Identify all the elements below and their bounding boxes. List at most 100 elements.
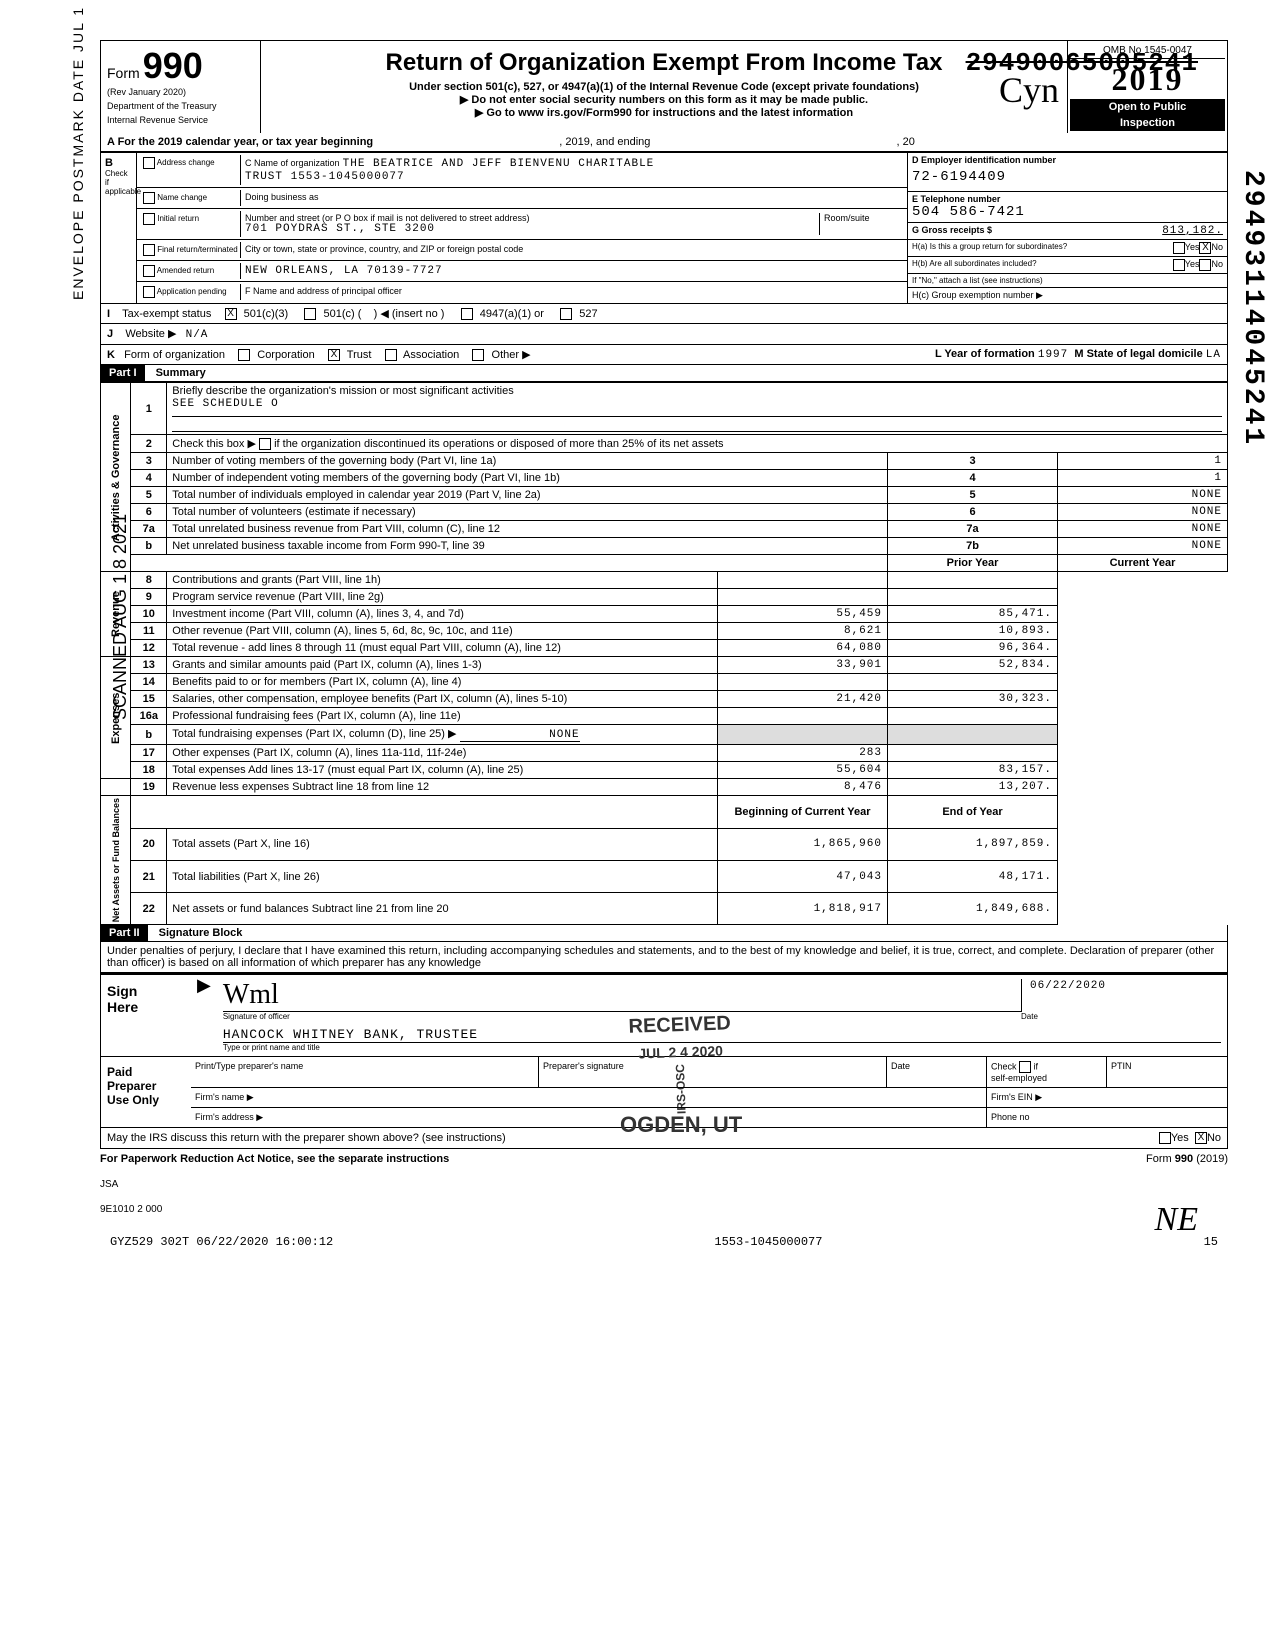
- ha-yes[interactable]: [1173, 242, 1185, 254]
- org-name: THE BEATRICE AND JEFF BIENVENU CHARITABL…: [343, 158, 655, 170]
- m-state: M State of legal domicile: [1074, 348, 1202, 360]
- ne-initial: NE: [1155, 1201, 1198, 1239]
- hc-label: H(c) Group exemption number ▶: [908, 288, 1227, 303]
- part1-title: Summary: [156, 367, 206, 379]
- right-code: 29493114045241: [1237, 170, 1268, 447]
- line1-text: Briefly describe the organization's miss…: [172, 385, 513, 397]
- net-label: Net Assets or Fund Balances: [101, 796, 131, 925]
- firm-addr-label: Firm's address ▶: [191, 1108, 987, 1127]
- firm-ein-label: Firm's EIN ▶: [987, 1088, 1227, 1107]
- line2-check[interactable]: [259, 438, 271, 450]
- website-label: Website ▶: [125, 328, 176, 340]
- check-assoc[interactable]: [385, 349, 397, 361]
- check-final[interactable]: Final return/terminated: [141, 242, 241, 258]
- addr-label: Number and street (or P O box if mail is…: [245, 213, 819, 223]
- inspection: Inspection: [1070, 115, 1225, 131]
- form-org-label: Form of organization: [124, 349, 225, 361]
- check-527[interactable]: [560, 308, 572, 320]
- subtitle-2: ▶ Do not enter social security numbers o…: [269, 93, 1059, 106]
- check-trust[interactable]: X: [328, 349, 340, 361]
- irs-label: Internal Revenue Service: [107, 115, 254, 125]
- arrow-icon: ▶: [191, 975, 217, 1056]
- org-name-2: TRUST 1553-1045000077: [245, 171, 405, 183]
- check-4947[interactable]: [461, 308, 473, 320]
- phone: 504 586-7421: [912, 204, 1223, 220]
- l-year: L Year of formation: [935, 348, 1035, 360]
- d-label: D Employer identification number: [912, 155, 1223, 165]
- g-label: G Gross receipts $: [912, 225, 992, 237]
- form-footer: Form 990 (2019): [1146, 1153, 1228, 1165]
- jsa: JSA: [100, 1179, 1228, 1190]
- current-year-header: Current Year: [1058, 555, 1228, 572]
- check-name[interactable]: Name change: [141, 190, 241, 206]
- city-value: NEW ORLEANS, LA 70139-7727: [241, 263, 903, 279]
- part1-label: Part I: [101, 365, 145, 381]
- footer-code: GYZ529 302T 06/22/2020 16:00:12: [110, 1235, 333, 1249]
- ptin-label: PTIN: [1107, 1057, 1227, 1087]
- check-app[interactable]: Application pending: [141, 284, 241, 300]
- form-header: Form 990 (Rev January 2020) Department o…: [100, 40, 1228, 133]
- check-amended[interactable]: Amended return: [141, 263, 241, 279]
- officer-signature: Wml: [223, 979, 279, 1010]
- summary-table: Activities & Governance 1 Briefly descri…: [100, 382, 1228, 925]
- b-label: B: [105, 157, 132, 169]
- row-a: A For the 2019 calendar year, or tax yea…: [100, 133, 1228, 152]
- e-label: E Telephone number: [912, 194, 1223, 204]
- jsa2: 9E1010 2 000: [100, 1204, 1228, 1215]
- tax-year: 2019: [1070, 59, 1225, 99]
- part1-header: Part I Summary: [100, 365, 1228, 382]
- ein: 72-6194409: [912, 165, 1223, 189]
- tax-status-label: Tax-exempt status: [122, 308, 211, 320]
- sign-date: 06/22/2020: [1030, 980, 1106, 992]
- signature-block: Sign Here ▶ Wml 06/22/2020 Signature of …: [100, 973, 1228, 1149]
- check-other[interactable]: [472, 349, 484, 361]
- officer-name: HANCOCK WHITNEY BANK, TRUSTEE: [223, 1027, 1221, 1043]
- check-501c[interactable]: [304, 308, 316, 320]
- discuss-no[interactable]: X: [1195, 1132, 1207, 1144]
- city-label: City or town, state or province, country…: [241, 242, 903, 258]
- section-b-block: B Check if applicable Address change C N…: [100, 152, 1228, 304]
- row-i: I Tax-exempt status X 501(c)(3) 501(c) (…: [100, 304, 1228, 324]
- f-label: F Name and address of principal officer: [241, 284, 903, 300]
- subtitle-3: ▶ Go to www irs.gov/Form990 for instruct…: [269, 106, 1059, 119]
- type-name-label: Type or print name and title: [223, 1043, 1221, 1052]
- part2-header: Part II Signature Block: [100, 925, 1228, 942]
- part2-label: Part II: [101, 925, 148, 941]
- footer-page: 15: [1204, 1235, 1218, 1249]
- row-k: K Form of organization Corporation X Tru…: [100, 345, 1228, 365]
- h-note: If "No," attach a list (see instructions…: [908, 274, 1227, 288]
- begin-year: Beginning of Current Year: [718, 796, 888, 828]
- check-501c3[interactable]: X: [225, 308, 237, 320]
- hb-no[interactable]: [1199, 259, 1211, 271]
- prep-sig-label: Preparer's signature: [539, 1057, 887, 1087]
- row-a-mid: , 2019, and ending: [559, 136, 650, 148]
- omb-number: OMB No 1545-0047: [1070, 43, 1225, 59]
- room-label: Room/suite: [819, 213, 899, 235]
- perjury-statement: Under penalties of perjury, I declare th…: [100, 942, 1228, 973]
- check-corp[interactable]: [238, 349, 250, 361]
- exp-label: Expenses: [101, 657, 131, 779]
- ha-label: H(a) Is this a group return for subordin…: [912, 242, 1173, 254]
- form-number: 990: [143, 45, 203, 86]
- handwritten-initial: Cyn: [999, 69, 1059, 111]
- row-j: J Website ▶ N/A: [100, 324, 1228, 345]
- subtitle-1: Under section 501(c), 527, or 4947(a)(1)…: [269, 81, 1059, 93]
- row-a-end: , 20: [897, 136, 915, 148]
- sig-officer-label: Signature of officer: [223, 1012, 1021, 1021]
- row-a-begin: A For the 2019 calendar year, or tax yea…: [107, 136, 373, 148]
- rev-label: Revenue: [101, 572, 131, 657]
- open-public: Open to Public: [1070, 99, 1225, 115]
- ha-no[interactable]: X: [1199, 242, 1211, 254]
- b-check-label: Check if applicable: [105, 169, 132, 196]
- check-address[interactable]: Address change: [141, 155, 241, 185]
- hb-yes[interactable]: [1173, 259, 1185, 271]
- discuss-yes[interactable]: [1159, 1132, 1171, 1144]
- paperwork-notice: For Paperwork Reduction Act Notice, see …: [100, 1153, 449, 1165]
- check-initial[interactable]: Initial return: [141, 211, 241, 237]
- phone-no-label: Phone no: [987, 1108, 1227, 1127]
- line1-value: SEE SCHEDULE O: [172, 398, 278, 410]
- footer-id: 1553-1045000077: [714, 1235, 822, 1249]
- l-year-val: 1997: [1038, 349, 1068, 361]
- check-self-employed[interactable]: [1019, 1061, 1031, 1073]
- firm-name-label: Firm's name ▶: [191, 1088, 987, 1107]
